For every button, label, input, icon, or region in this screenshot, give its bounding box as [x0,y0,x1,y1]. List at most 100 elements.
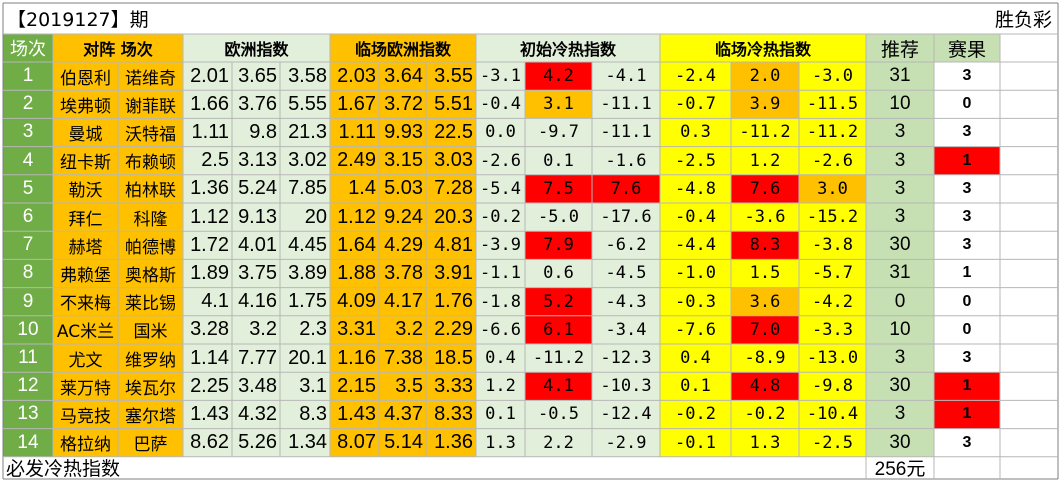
euro-odds-win: 1.43 [183,400,232,429]
live-heat-draw: 1.3 [731,428,799,457]
recommend-value: 30 [866,372,934,401]
match-index: 10 [3,315,53,344]
live-heat-loss: -9.8 [799,372,866,401]
away-team: 谢菲联 [118,90,183,119]
home-team: 曼城 [53,118,118,147]
home-team: 弗赖堡 [53,259,118,288]
live-heat-loss: -4.2 [799,287,866,316]
home-team: 不来梅 [53,287,118,316]
recommend-value: 3 [866,146,934,175]
live-heat-draw: 1.2 [731,146,799,175]
recommend-value: 3 [866,400,934,429]
init-heat-draw: 6.1 [525,315,592,344]
init-heat-win: -6.6 [476,315,525,344]
live-heat-loss: -11.2 [799,118,866,147]
live-heat-win: -0.2 [660,400,731,429]
live-heat-win: -0.1 [660,428,731,457]
live-heat-loss: 3.0 [799,174,866,203]
init-heat-win: -2.6 [476,146,525,175]
live-heat-loss: -10.4 [799,400,866,429]
live-euro-odds-win: 1.4 [330,174,379,203]
result-value: 3 [934,428,1000,457]
euro-odds-draw: 9.13 [232,203,280,232]
live-heat-win: -1.0 [660,259,731,288]
live-euro-odds-win: 1.67 [330,90,379,119]
recommend-value: 3 [866,203,934,232]
live-heat-loss: -3.0 [799,62,866,91]
recommend-value: 30 [866,428,934,457]
live-heat-loss: -5.7 [799,259,866,288]
euro-odds-win: 2.5 [183,146,232,175]
init-heat-win: 0.4 [476,344,525,373]
live-euro-odds-loss: 7.28 [426,174,476,203]
live-euro-odds-loss: 20.3 [426,203,476,232]
live-heat-draw: -8.9 [731,344,799,373]
euro-odds-draw: 3.13 [232,146,280,175]
init-heat-draw: 4.1 [525,372,592,401]
away-team: 柏林联 [118,174,183,203]
init-heat-loss: -11.1 [592,90,660,119]
init-heat-win: 1.2 [476,372,525,401]
euro-odds-draw: 3.75 [232,259,280,288]
live-heat-draw: 4.8 [731,372,799,401]
init-heat-win: -1.8 [476,287,525,316]
euro-odds-win: 1.66 [183,90,232,119]
euro-odds-win: 2.25 [183,372,232,401]
match-index: 9 [3,287,53,316]
init-heat-loss: -2.9 [592,428,660,457]
header-recommend: 推荐 [866,34,934,62]
live-euro-odds-win: 1.88 [330,259,379,288]
euro-odds-loss: 1.34 [280,428,330,457]
result-value: 1 [934,372,1000,401]
live-euro-odds-draw: 4.29 [379,231,426,260]
recommend-value: 31 [866,259,934,288]
live-euro-odds-win: 1.64 [330,231,379,260]
euro-odds-loss: 7.85 [280,174,330,203]
away-team: 莱比锡 [118,287,183,316]
match-index: 11 [3,344,53,373]
euro-odds-win: 1.89 [183,259,232,288]
home-team: 伯恩利 [53,62,118,91]
match-index: 8 [3,259,53,288]
init-heat-loss: -17.6 [592,203,660,232]
live-heat-win: 0.3 [660,118,731,147]
away-team: 布赖顿 [118,146,183,175]
period-title: 【2019127】期 [7,8,149,31]
live-euro-odds-win: 3.31 [330,315,379,344]
live-heat-loss: -3.3 [799,315,866,344]
away-team: 沃特福 [118,118,183,147]
home-team: AC米兰 [53,315,118,344]
euro-odds-loss: 8.3 [280,400,330,429]
init-heat-win: -3.9 [476,231,525,260]
init-heat-loss: -10.3 [592,372,660,401]
euro-odds-loss: 3.58 [280,62,330,91]
home-team: 尤文 [53,344,118,373]
result-value: 0 [934,315,1000,344]
away-team: 塞尔塔 [118,400,183,429]
match-index: 12 [3,372,53,401]
away-team: 诺维奇 [118,62,183,91]
home-team: 赫塔 [53,231,118,260]
euro-odds-win: 1.14 [183,344,232,373]
live-euro-odds-draw: 5.03 [379,174,426,203]
live-euro-odds-win: 1.16 [330,344,379,373]
init-heat-loss: -4.5 [592,259,660,288]
euro-odds-loss: 20.1 [280,344,330,373]
init-heat-loss: -1.6 [592,146,660,175]
header-index: 场次 [3,34,53,62]
home-team: 纽卡斯 [53,146,118,175]
header-live-euro: 临场欧洲指数 [330,34,476,62]
match-index: 13 [3,400,53,429]
live-euro-odds-loss: 22.5 [426,118,476,147]
recommend-value: 3 [866,174,934,203]
recommend-value: 3 [866,344,934,373]
away-team: 埃瓦尔 [118,372,183,401]
recommend-value: 10 [866,90,934,119]
result-value: 3 [934,344,1000,373]
euro-odds-draw: 4.32 [232,400,280,429]
live-heat-draw: -0.2 [731,400,799,429]
euro-odds-loss: 20 [280,203,330,232]
live-heat-draw: 7.6 [731,174,799,203]
euro-odds-loss: 21.3 [280,118,330,147]
result-value: 3 [934,118,1000,147]
